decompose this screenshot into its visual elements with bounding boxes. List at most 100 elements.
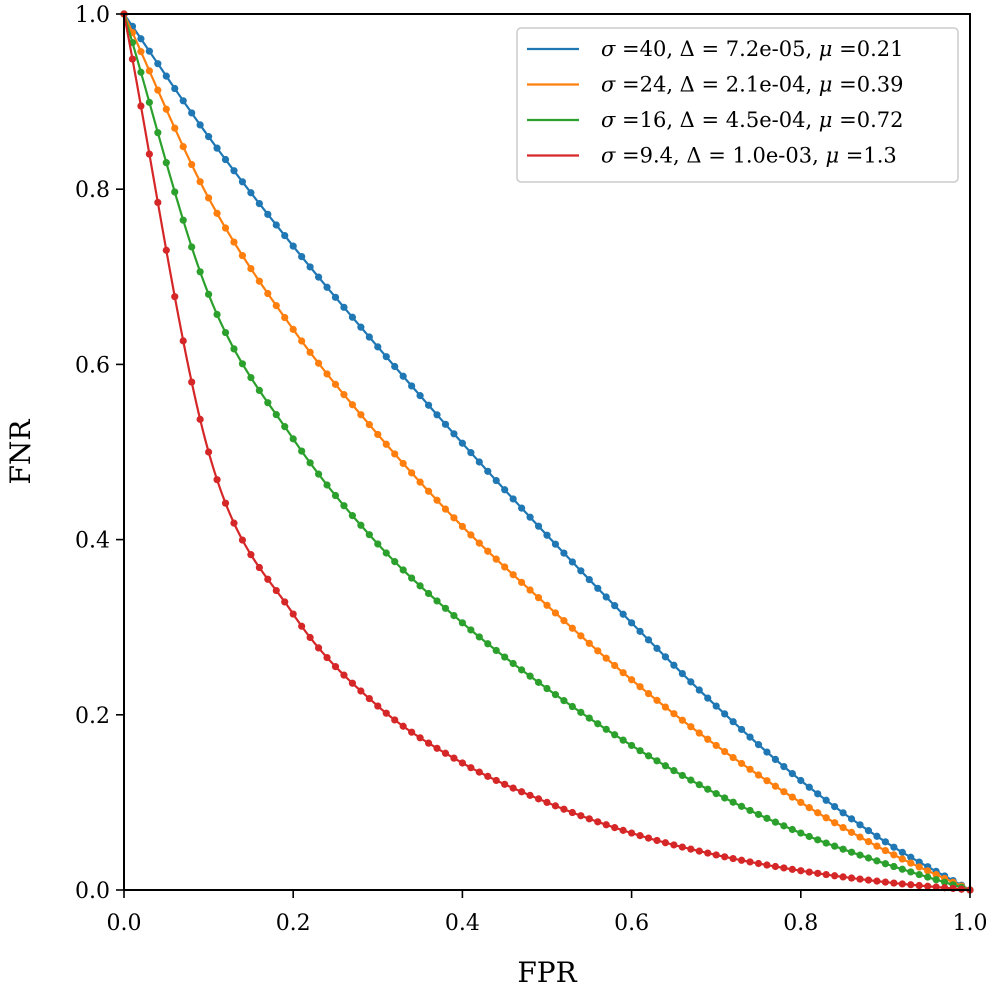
data-point bbox=[611, 824, 619, 832]
data-point bbox=[780, 864, 788, 872]
data-point bbox=[340, 391, 348, 399]
data-point bbox=[847, 828, 856, 836]
data-point bbox=[340, 502, 348, 510]
data-point bbox=[864, 854, 873, 862]
data-point bbox=[365, 333, 373, 341]
data-point bbox=[162, 105, 170, 113]
data-point bbox=[797, 798, 805, 807]
data-point bbox=[289, 325, 297, 333]
data-point bbox=[847, 848, 856, 856]
data-point bbox=[594, 647, 602, 655]
data-point bbox=[137, 48, 145, 56]
data-point bbox=[314, 273, 323, 281]
data-point bbox=[594, 720, 602, 728]
data-point bbox=[721, 710, 729, 718]
data-point bbox=[687, 845, 695, 853]
data-point bbox=[628, 741, 636, 750]
series-4 bbox=[120, 10, 974, 894]
data-point bbox=[560, 549, 568, 557]
data-point bbox=[907, 881, 915, 889]
data-point bbox=[196, 178, 204, 186]
data-point bbox=[551, 609, 560, 617]
data-point bbox=[788, 825, 796, 834]
data-point bbox=[797, 829, 805, 837]
data-point bbox=[602, 593, 610, 601]
data-point bbox=[611, 602, 619, 610]
data-point bbox=[467, 764, 475, 772]
data-point bbox=[534, 594, 543, 602]
data-point bbox=[399, 566, 407, 574]
data-point bbox=[526, 672, 534, 680]
data-point bbox=[678, 843, 686, 851]
series-2 bbox=[120, 10, 974, 894]
data-point bbox=[221, 155, 230, 164]
data-point bbox=[255, 277, 263, 285]
data-point bbox=[695, 847, 703, 855]
data-point bbox=[534, 678, 543, 686]
data-point bbox=[636, 832, 644, 840]
data-point bbox=[408, 574, 416, 582]
data-point bbox=[560, 697, 568, 705]
data-point bbox=[898, 848, 906, 856]
data-point bbox=[441, 604, 450, 612]
data-point bbox=[551, 691, 560, 699]
data-point bbox=[306, 459, 314, 467]
data-point bbox=[154, 60, 162, 68]
data-point bbox=[441, 505, 450, 513]
x-tick-label: 0.8 bbox=[783, 911, 818, 936]
data-point bbox=[272, 302, 280, 310]
legend-box bbox=[516, 27, 959, 183]
data-point bbox=[661, 839, 670, 847]
data-point bbox=[881, 878, 890, 886]
data-point bbox=[238, 536, 247, 544]
data-point bbox=[501, 486, 509, 494]
data-point bbox=[847, 874, 856, 882]
data-point bbox=[653, 644, 661, 652]
data-point bbox=[721, 794, 729, 802]
data-point bbox=[492, 476, 500, 485]
data-point bbox=[137, 102, 145, 110]
data-point bbox=[687, 678, 695, 686]
data-point bbox=[771, 818, 780, 826]
data-point bbox=[822, 814, 830, 822]
data-point bbox=[128, 55, 137, 63]
data-point bbox=[374, 702, 382, 710]
y-tick-label: 0.2 bbox=[75, 704, 110, 729]
data-point bbox=[890, 862, 898, 871]
data-point bbox=[331, 380, 340, 388]
data-point bbox=[492, 646, 500, 655]
data-point bbox=[847, 815, 856, 823]
data-point bbox=[864, 838, 873, 846]
data-point bbox=[357, 687, 365, 695]
data-point bbox=[737, 856, 746, 864]
data-point bbox=[864, 827, 873, 835]
data-point bbox=[348, 679, 357, 687]
data-point bbox=[746, 858, 754, 866]
data-point bbox=[932, 883, 940, 891]
data-point bbox=[154, 129, 162, 137]
data-point bbox=[298, 252, 306, 261]
data-point bbox=[213, 476, 221, 484]
data-point bbox=[924, 873, 932, 881]
data-point bbox=[509, 571, 517, 579]
data-point bbox=[391, 450, 399, 458]
data-point bbox=[154, 198, 162, 207]
data-point bbox=[492, 776, 500, 785]
data-point bbox=[712, 741, 720, 750]
data-point bbox=[737, 759, 746, 768]
data-point bbox=[458, 522, 466, 531]
data-point bbox=[467, 449, 475, 457]
data-point bbox=[458, 619, 466, 627]
data-point bbox=[331, 663, 340, 671]
data-point bbox=[154, 86, 162, 94]
data-point bbox=[484, 547, 492, 555]
data-point bbox=[788, 865, 796, 873]
data-point bbox=[704, 694, 712, 702]
data-point bbox=[534, 522, 543, 530]
data-point bbox=[661, 653, 670, 661]
data-point bbox=[729, 798, 737, 806]
y-axis-label: FNR bbox=[4, 419, 37, 485]
data-point bbox=[230, 519, 238, 527]
data-point bbox=[924, 882, 932, 890]
data-point bbox=[771, 755, 780, 764]
